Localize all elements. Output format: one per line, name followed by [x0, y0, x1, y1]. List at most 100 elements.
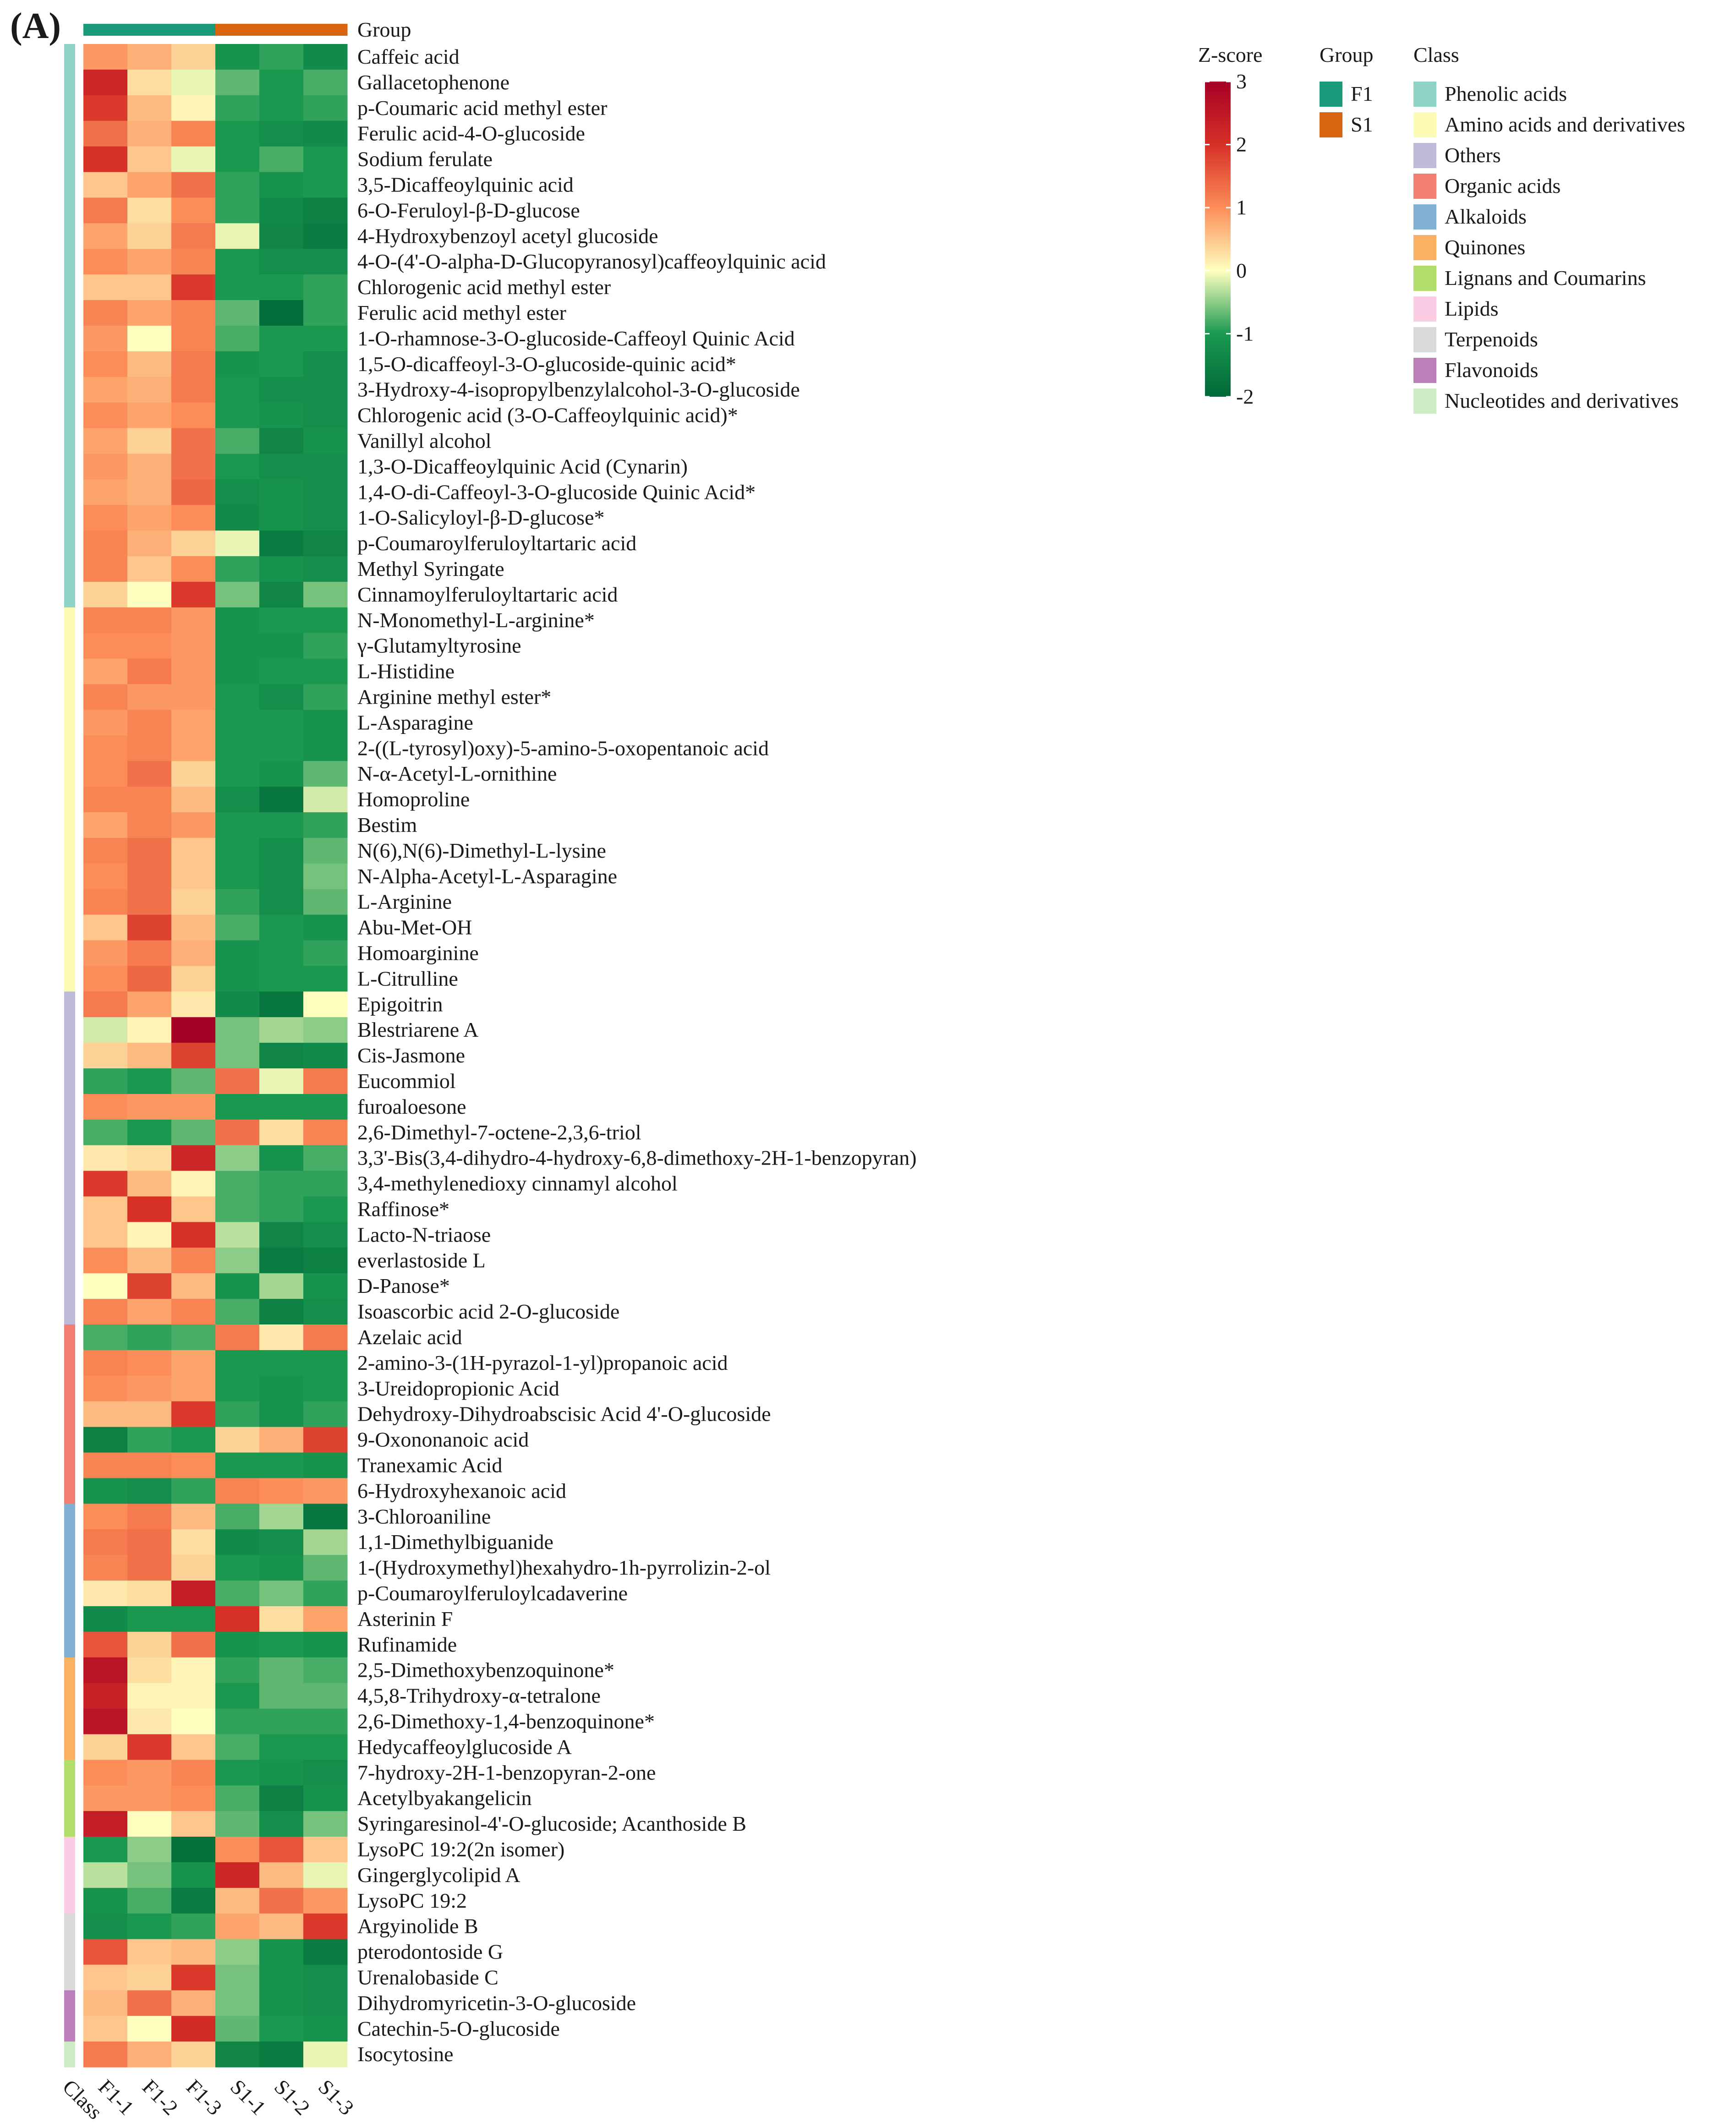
heatmap-cell [171, 966, 216, 992]
heatmap-cell [83, 940, 128, 966]
row-label: everlastoside L [357, 1248, 486, 1272]
heatmap-cell [303, 1939, 348, 1965]
heatmap-cell [215, 1606, 260, 1632]
heatmap-cell [83, 1631, 128, 1658]
heatmap-cell [215, 1760, 260, 1786]
heatmap-cell [171, 581, 216, 608]
row-label: Isoascorbic acid 2-O-glucoside [357, 1300, 619, 1323]
heatmap-cell [171, 991, 216, 1018]
heatmap-cell [215, 710, 260, 736]
heatmap-cell [171, 1068, 216, 1094]
heatmap-cell [259, 735, 304, 761]
heatmap-cell [303, 1529, 348, 1555]
heatmap-cell [83, 1119, 128, 1146]
heatmap-cell [215, 684, 260, 710]
class-strip-cell [64, 172, 75, 198]
heatmap-cell [215, 914, 260, 941]
row-label: Chlorogenic acid methyl ester [357, 275, 611, 299]
heatmap-cell [303, 1913, 348, 1940]
heatmap-cell [215, 812, 260, 838]
heatmap-cell [83, 684, 128, 710]
group-row-label: Group [357, 18, 411, 41]
heatmap-cell [83, 1529, 128, 1555]
heatmap-cell [215, 351, 260, 378]
heatmap-cell [303, 1581, 348, 1607]
heatmap-cell [259, 1683, 304, 1709]
heatmap-cell [83, 1043, 128, 1069]
heatmap-cell [259, 812, 304, 838]
heatmap-cell [127, 863, 172, 890]
class-strip-cell [64, 1094, 75, 1120]
class-strip-cell [64, 402, 75, 428]
heatmap-cell [127, 1785, 172, 1811]
row-label: p-Coumaroylferuloyltartaric acid [357, 531, 636, 555]
heatmap-cell [83, 1888, 128, 1914]
heatmap-cell [259, 1888, 304, 1914]
heatmap-cell [259, 684, 304, 710]
heatmap-cell [303, 658, 348, 684]
class-annotation-bar [64, 44, 75, 2068]
heatmap-cell [171, 172, 216, 198]
heatmap-cell [303, 249, 348, 275]
class-strip-cell [64, 1478, 75, 1504]
heatmap-cell [83, 120, 128, 147]
heatmap-cell [303, 1964, 348, 1991]
heatmap-cell [215, 863, 260, 890]
heatmap-cell [127, 658, 172, 684]
heatmap-cell [83, 1350, 128, 1376]
heatmap-cell [259, 607, 304, 634]
heatmap-cell [215, 1785, 260, 1811]
heatmap-cell [171, 1888, 216, 1914]
heatmap-cell [259, 1452, 304, 1478]
heatmap-cell [215, 2041, 260, 2068]
heatmap-cell [259, 1504, 304, 1530]
heatmap-cell [171, 1811, 216, 1837]
heatmap-cell [259, 556, 304, 582]
row-label: LysoPC 19:2 [357, 1889, 467, 1912]
heatmap-cell [127, 1145, 172, 1171]
heatmap-cell [171, 684, 216, 710]
heatmap-cell [215, 402, 260, 428]
heatmap-cell [171, 2016, 216, 2042]
heatmap-cell [259, 710, 304, 736]
row-label: 1,4-O-di-Caffeoyl-3-O-glucoside Quinic A… [357, 480, 756, 503]
heatmap-cell [127, 197, 172, 224]
heatmap-cell [127, 1990, 172, 2016]
class-strip-cell [64, 735, 75, 761]
heatmap-cell [303, 1657, 348, 1684]
heatmap-cell [127, 1171, 172, 1197]
row-label: Homoproline [357, 788, 470, 811]
heatmap-cell [127, 1196, 172, 1222]
heatmap-cell [171, 1990, 216, 2016]
class-strip-cell [64, 1683, 75, 1709]
class-strip-cell [64, 1990, 75, 2016]
heatmap-cell [83, 966, 128, 992]
heatmap-cell [127, 1478, 172, 1504]
heatmap-cell [83, 197, 128, 224]
heatmap-cell [259, 914, 304, 941]
class-strip-cell [64, 1760, 75, 1786]
heatmap-cell [259, 1862, 304, 1888]
heatmap-cell [215, 300, 260, 326]
heatmap-cell [83, 556, 128, 582]
row-label: 1-O-rhamnose-3-O-glucoside-Caffeoyl Quin… [357, 327, 795, 350]
heatmap-cell [83, 1401, 128, 1428]
heatmap-cell [83, 274, 128, 301]
heatmap-cell [171, 556, 216, 582]
heatmap-cell [127, 761, 172, 787]
heatmap-cell [303, 1375, 348, 1402]
heatmap-cell [171, 1657, 216, 1684]
heatmap-cell [303, 377, 348, 403]
row-label: Urenalobaside C [357, 1965, 498, 1989]
heatmap-cell [259, 1427, 304, 1453]
class-strip-cell [64, 812, 75, 838]
heatmap-cell [215, 658, 260, 684]
heatmap-cell [127, 1452, 172, 1478]
heatmap-cell [215, 1478, 260, 1504]
heatmap-cell [127, 684, 172, 710]
heatmap-cell [303, 44, 348, 70]
heatmap-cell [171, 607, 216, 634]
class-legend-swatch-organic-acids [1413, 174, 1436, 199]
row-label: 1-O-Salicyloyl-β-D-glucose* [357, 506, 605, 529]
